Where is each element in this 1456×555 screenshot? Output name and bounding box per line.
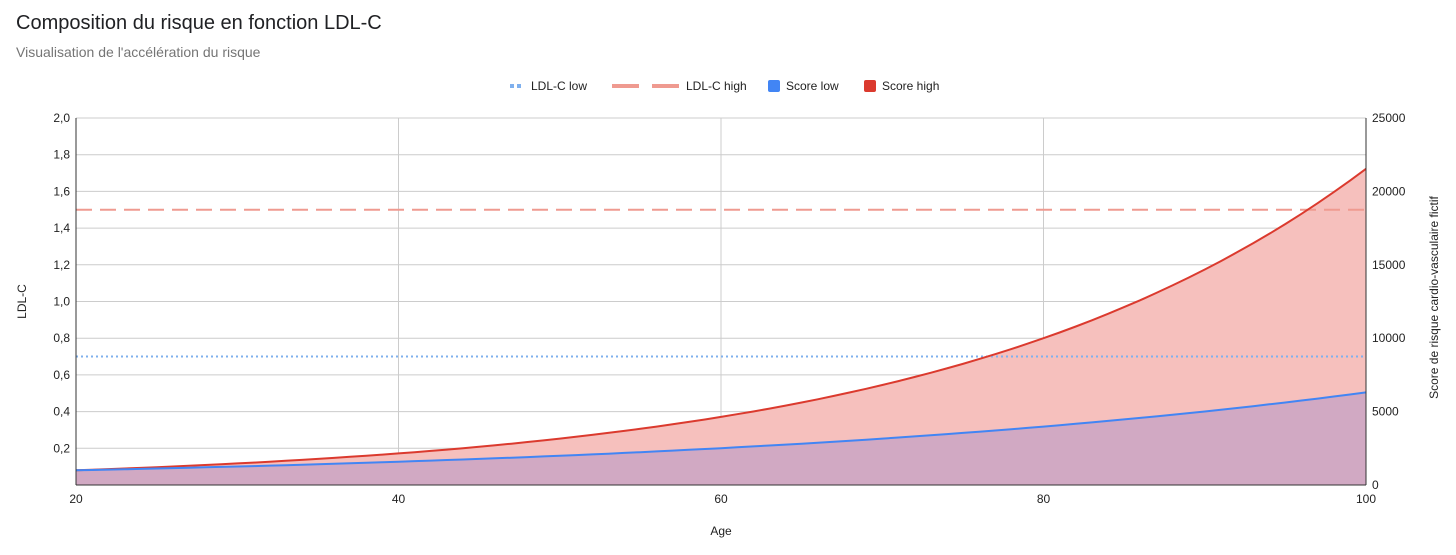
- legend-label: LDL-C low: [531, 79, 587, 93]
- y-left-tick-label: 0,8: [53, 331, 70, 345]
- legend-swatch-box: [864, 80, 876, 92]
- chart-subtitle: Visualisation de l'accélération du risqu…: [16, 44, 261, 60]
- x-tick-label: 100: [1356, 492, 1376, 506]
- legend-item: LDL-C low: [510, 79, 587, 93]
- y-left-axis-title: LDL-C: [15, 284, 29, 319]
- y-left-tick-label: 1,4: [53, 221, 70, 235]
- y-right-tick-label: 15000: [1372, 258, 1406, 272]
- legend-label: Score high: [882, 79, 939, 93]
- y-right-tick-label: 20000: [1372, 184, 1406, 198]
- chart-title: Composition du risque en fonction LDL-C: [16, 12, 382, 34]
- y-left-tick-label: 0,2: [53, 441, 70, 455]
- score-low-line: [75, 391, 1367, 472]
- y-left-tick-label: 1,8: [53, 148, 70, 162]
- y-left-tick-label: 0,6: [53, 368, 70, 382]
- y-right-tick-label: 0: [1372, 478, 1379, 492]
- y-right-tick-label: 10000: [1372, 331, 1406, 345]
- y-left-tick-label: 1,0: [53, 295, 70, 309]
- y-left-tick-label: 2,0: [53, 111, 70, 125]
- score-high-area: [76, 168, 1366, 486]
- y-left-tick-label: 1,2: [53, 258, 70, 272]
- x-tick-label: 20: [69, 492, 83, 506]
- x-tick-label: 60: [714, 492, 728, 506]
- line-series: [75, 167, 1367, 472]
- legend-item: Score low: [768, 79, 839, 93]
- legend-item: LDL-C high: [612, 79, 747, 93]
- y-left-tick-label: 1,6: [53, 184, 70, 198]
- y-right-tick-label: 5000: [1372, 405, 1399, 419]
- y-right-tick-label: 25000: [1372, 111, 1406, 125]
- y-right-axis-title: Score de risque cardio-vasculaire fictif: [1427, 195, 1441, 398]
- x-axis-title: Age: [710, 524, 732, 538]
- legend-label: Score low: [786, 79, 839, 93]
- score-high-line: [75, 167, 1367, 472]
- axes: 20 40 60 80 100 0,2 0,4 0,6 0,8 1,0 1,2 1,4 1,6 1,8 2,…: [15, 111, 1441, 538]
- legend-swatch-box: [768, 80, 780, 92]
- legend-label: LDL-C high: [686, 79, 747, 93]
- x-tick-label: 40: [392, 492, 406, 506]
- x-tick-label: 80: [1037, 492, 1051, 506]
- y-left-tick-label: 0,4: [53, 405, 70, 419]
- legend: LDL-C low LDL-C high Score low Score high: [510, 79, 939, 93]
- legend-item: Score high: [864, 79, 939, 93]
